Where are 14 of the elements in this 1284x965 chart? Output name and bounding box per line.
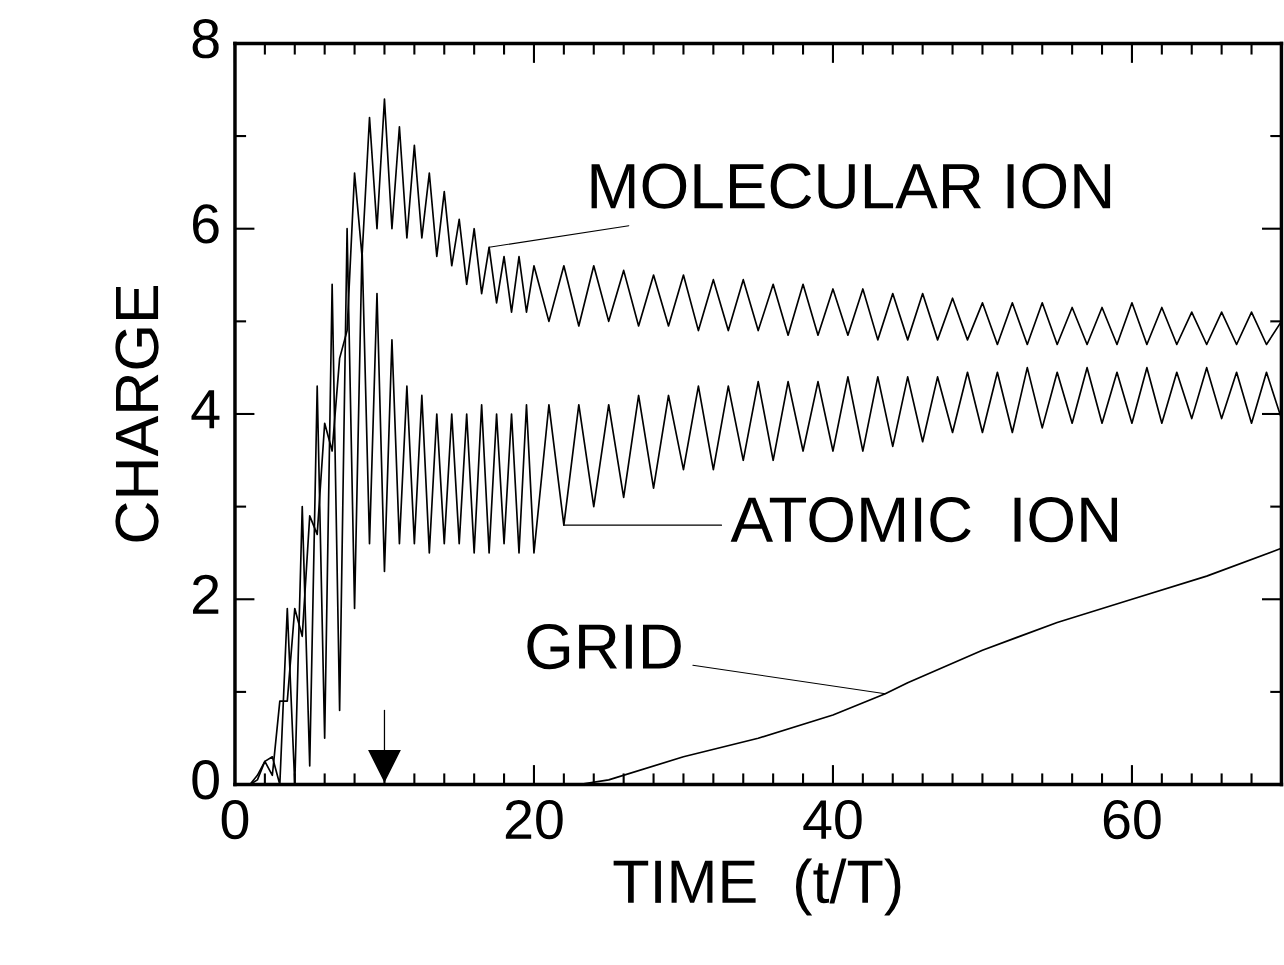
y-axis-title: CHARGE: [115, 285, 159, 542]
x-tick-label: 20: [505, 799, 563, 840]
y-tick-label: 4: [191, 390, 220, 429]
annotation: MOLECULAR ION: [591, 163, 1111, 209]
annotation: ATOMIC ION: [730, 497, 1118, 543]
x-tick-label: 60: [1103, 799, 1161, 840]
x-axis-title: TIME (t/T): [613, 858, 901, 916]
annotation: GRID: [527, 624, 681, 670]
x-tick-label: 40: [803, 799, 862, 840]
y-tick-label: 0: [192, 760, 219, 800]
x-tick-label: 0: [221, 799, 249, 840]
y-tick-label: 8: [192, 19, 219, 59]
y-tick-label: 2: [192, 574, 219, 614]
y-tick-label: 6: [193, 204, 219, 244]
